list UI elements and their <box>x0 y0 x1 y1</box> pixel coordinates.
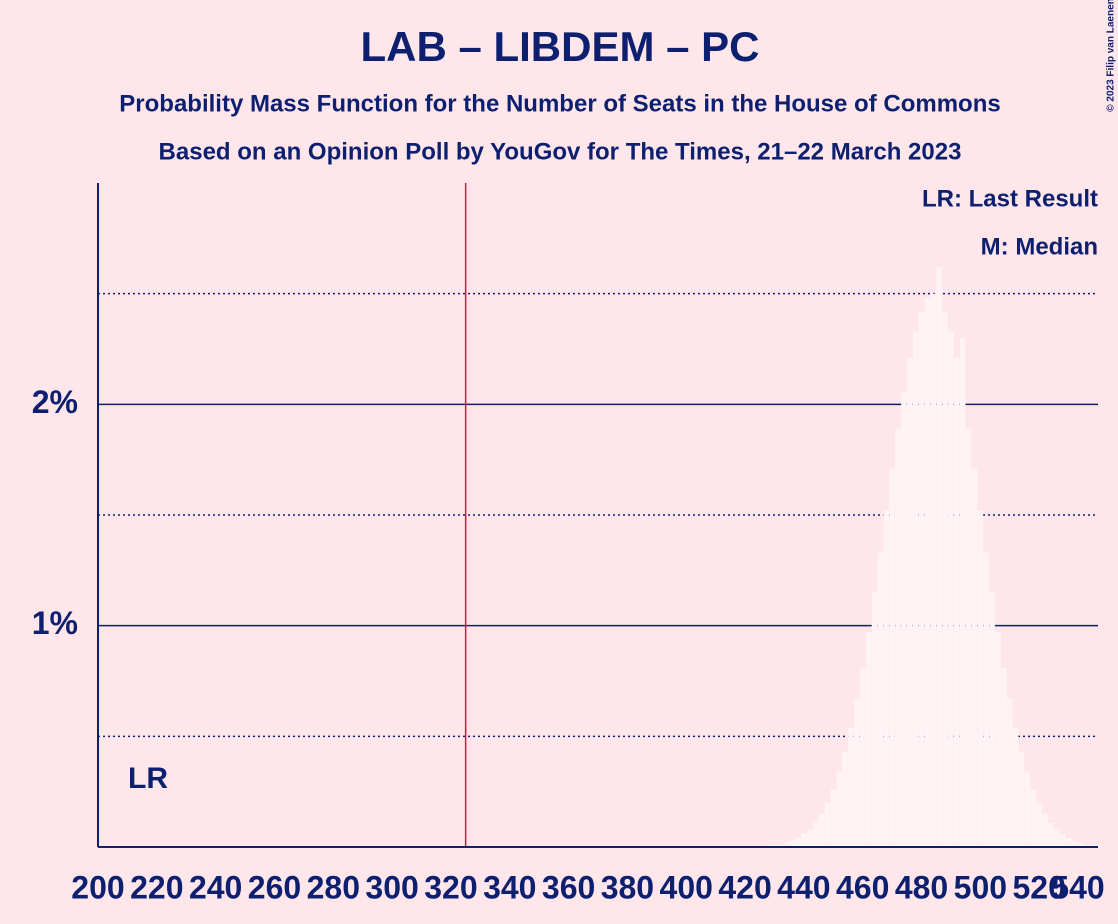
bar <box>830 789 837 847</box>
x-tick-label: 500 <box>954 869 1007 905</box>
bar <box>1030 789 1037 847</box>
legend-entry: LR: Last Result <box>922 185 1098 212</box>
bar <box>1012 727 1019 847</box>
bar <box>812 822 819 847</box>
x-tick-label: 480 <box>895 869 948 905</box>
x-tick-label: 520 <box>1012 869 1065 905</box>
x-tick-label: 360 <box>542 869 595 905</box>
bar <box>854 698 860 847</box>
bar <box>1024 771 1031 847</box>
bar <box>806 829 813 847</box>
y-tick-label: 2% <box>32 384 78 420</box>
x-tick-label: 340 <box>483 869 536 905</box>
bar <box>942 311 948 848</box>
bar <box>995 632 1001 847</box>
bar <box>983 552 990 847</box>
bar <box>1083 844 1090 847</box>
bar <box>954 357 960 847</box>
bar <box>818 813 825 847</box>
bar <box>865 632 872 847</box>
bar <box>877 552 884 847</box>
legend-entry: M: Median <box>981 233 1098 260</box>
bar <box>977 510 984 847</box>
bar <box>795 838 801 847</box>
bar <box>989 592 995 847</box>
bar <box>883 510 890 847</box>
x-tick-label: 200 <box>71 869 124 905</box>
bar <box>848 727 854 847</box>
y-tick-label: 1% <box>32 605 78 641</box>
chart-subtitle: Probability Mass Function for the Number… <box>119 90 1000 117</box>
bar <box>1065 838 1072 847</box>
bar <box>1036 802 1042 847</box>
bar <box>789 840 795 847</box>
bar <box>1001 667 1007 847</box>
bar <box>771 844 778 847</box>
bar <box>912 331 919 847</box>
bar <box>842 751 848 847</box>
chart-subtitle: Based on an Opinion Poll by YouGov for T… <box>159 138 962 165</box>
bar <box>824 802 831 847</box>
bar <box>801 833 807 847</box>
x-tick-label: 380 <box>601 869 654 905</box>
bar <box>906 357 913 847</box>
x-tick-label: 240 <box>189 869 242 905</box>
x-tick-label: 460 <box>836 869 889 905</box>
bar <box>1054 829 1060 847</box>
bar <box>777 844 784 847</box>
x-tick-label: 540 <box>1051 869 1104 905</box>
bar <box>1089 844 1095 847</box>
chart-title: LAB – LIBDEM – PC <box>360 23 759 70</box>
bar <box>936 267 942 847</box>
bar <box>901 391 907 847</box>
bar <box>918 311 925 848</box>
x-tick-label: 440 <box>777 869 830 905</box>
bar <box>859 667 866 847</box>
bar <box>889 468 895 847</box>
bar <box>836 771 842 847</box>
bar <box>959 337 966 847</box>
bar <box>1042 813 1048 847</box>
bar <box>1018 751 1025 847</box>
bar <box>1006 698 1013 847</box>
bar <box>783 842 790 847</box>
bar <box>765 844 772 847</box>
bar <box>1077 842 1084 847</box>
x-tick-label: 300 <box>365 869 418 905</box>
bar <box>971 468 978 847</box>
bar <box>1071 840 1078 847</box>
bar <box>965 428 972 847</box>
x-tick-label: 260 <box>248 869 301 905</box>
last-result-label: LR <box>128 762 168 795</box>
bar <box>924 298 931 847</box>
x-tick-label: 420 <box>718 869 771 905</box>
bar <box>1059 833 1066 847</box>
x-tick-label: 400 <box>660 869 713 905</box>
bar <box>948 331 954 847</box>
bar <box>930 293 937 848</box>
bar <box>1095 844 1101 847</box>
bar <box>871 592 878 847</box>
x-tick-label: 280 <box>307 869 360 905</box>
x-tick-label: 220 <box>130 869 183 905</box>
bar <box>1048 822 1054 847</box>
x-tick-label: 320 <box>424 869 477 905</box>
bar <box>895 428 901 847</box>
copyright: © 2023 Filip van Laenen <box>1106 0 1117 112</box>
